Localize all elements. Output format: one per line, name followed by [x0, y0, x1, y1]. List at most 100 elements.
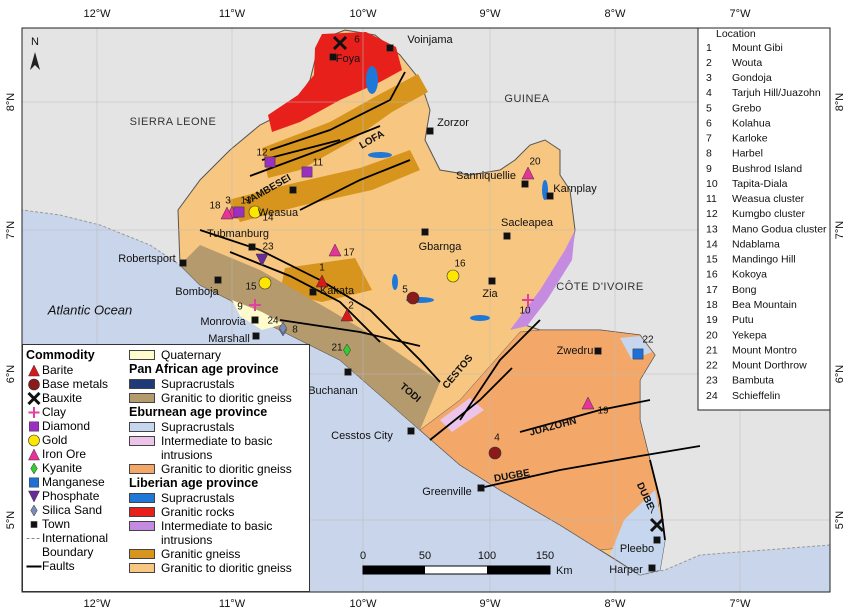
legend-label: Clay — [42, 405, 67, 419]
town-label: Pleebo — [620, 543, 654, 555]
symbol-triangle — [581, 396, 595, 410]
site-number: 24 — [267, 316, 279, 327]
symbol-plus — [28, 407, 40, 418]
site-number: 17 — [343, 248, 355, 259]
location-number: 20 — [706, 329, 718, 341]
symbol-triangle — [521, 166, 535, 180]
legend-label: Kyanite — [42, 461, 83, 475]
town-label: Karnplay — [553, 183, 597, 195]
granitic-rocks — [268, 32, 402, 132]
fault-line — [459, 319, 541, 421]
symbol-triangle — [220, 206, 234, 220]
symbol-circle — [248, 205, 262, 219]
location-name: Bong — [732, 284, 757, 296]
legend-symbol — [26, 538, 42, 539]
town-label: Monrovia — [200, 316, 246, 328]
symbol-square — [426, 127, 434, 135]
scale-label: 0 — [360, 550, 366, 562]
legend-label: Intermediate to basic intrusions — [161, 434, 273, 462]
location-name: Mano Godua cluster — [732, 223, 827, 235]
legend-symbol — [29, 421, 39, 432]
legend-item: Diamond — [26, 419, 128, 433]
location-number: 6 — [706, 117, 712, 129]
latitude-label: 8°N — [5, 93, 17, 112]
site-number: 22 — [642, 335, 654, 346]
legend-symbol — [28, 364, 40, 377]
symbol-square — [309, 288, 317, 296]
longitude-label: 9°W — [480, 8, 502, 20]
scale-segment — [487, 566, 550, 574]
legend-symbol — [28, 490, 40, 503]
symbol-square — [251, 316, 259, 324]
longitude-label: 10°W — [349, 8, 377, 20]
location-box — [697, 27, 831, 411]
legend-symbol — [30, 462, 38, 475]
legend-symbol — [28, 407, 40, 418]
legend-unit: Granitic gneiss — [129, 547, 309, 561]
site-number: 14 — [262, 213, 274, 224]
symbol-plus — [522, 294, 534, 306]
fault-line — [649, 459, 666, 541]
symbol-square — [30, 521, 38, 528]
legend-item: Gold — [26, 433, 128, 447]
symbol-square — [214, 276, 222, 284]
town-label: Kakata — [320, 285, 355, 297]
site-number: 3 — [225, 196, 231, 207]
legend-province: Eburnean age province — [129, 405, 268, 419]
location-number: 18 — [706, 299, 718, 311]
legend-symbol — [27, 392, 41, 405]
legend-label: Supracrustals — [161, 377, 235, 391]
legend-label: Manganese — [42, 475, 105, 489]
location-name: Mandingo Hill — [732, 254, 796, 266]
supracrustal-belt — [392, 274, 398, 290]
legend-unit: Granitic to dioritic gneiss — [129, 462, 309, 476]
symbol-square — [301, 166, 313, 178]
symbol-circle — [258, 276, 272, 290]
town-label: Marshall — [208, 333, 250, 345]
site-number: 20 — [529, 157, 541, 168]
country-label: SIERRA LEONE — [130, 116, 217, 128]
location-name: Kolahua — [732, 117, 771, 129]
eburnean-supracrustals — [610, 490, 665, 575]
site-number: 12 — [256, 148, 268, 159]
symbol-circle — [446, 269, 460, 283]
legend-label: Diamond — [42, 419, 91, 433]
latitude-label: 7°N — [834, 221, 846, 240]
location-number: 16 — [706, 269, 718, 281]
location-name: Mount Montro — [732, 344, 797, 356]
legend-label: Iron Ore — [42, 447, 87, 461]
location-number: 7 — [706, 133, 712, 145]
symbol-circle — [28, 434, 40, 447]
supracrustal-belt — [366, 66, 378, 94]
site-number: 10 — [519, 306, 531, 317]
legend-item: Phosphate — [26, 489, 128, 503]
longitude-label: 12°W — [83, 598, 111, 610]
symbol-circle — [406, 291, 420, 305]
legend-item: Barite — [26, 363, 128, 377]
site-number: 7 — [649, 506, 655, 517]
legend-label: Intermediate to basic intrusions — [161, 519, 273, 547]
location-number: 12 — [706, 208, 718, 220]
legend-province: Liberian age province — [129, 476, 259, 490]
site-number: 4 — [494, 433, 500, 444]
legend-label: Town — [42, 517, 71, 531]
eburnean-gneiss — [419, 329, 661, 551]
location-header: Location — [716, 28, 756, 40]
town-label: Buchanan — [308, 385, 358, 397]
site-number: 19 — [597, 406, 609, 417]
legend-province: Pan African age province — [129, 362, 279, 376]
location-number: 8 — [706, 148, 712, 160]
site-number: 9 — [237, 302, 243, 313]
legend-symbol — [28, 434, 40, 447]
symbol-circle — [28, 378, 40, 391]
fault-line — [299, 159, 411, 211]
legend-item: Kyanite — [26, 461, 128, 475]
legend-unit: Intermediate to basic intrusions — [129, 434, 309, 462]
symbol-square — [179, 259, 187, 267]
location-name: Grebo — [732, 102, 761, 114]
legend-symbol — [28, 448, 40, 461]
legend-label: Phosphate — [42, 489, 100, 503]
